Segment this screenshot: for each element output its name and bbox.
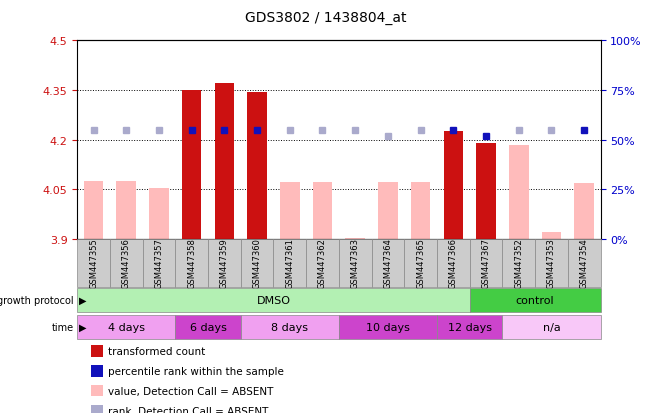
Bar [476,145,496,240]
Bar [215,182,234,240]
Bar [503,240,535,287]
Bar [346,239,365,240]
Text: growth protocol: growth protocol [0,295,74,306]
Bar [339,315,437,339]
Bar [280,183,299,240]
Bar [241,315,339,339]
Text: GSM447366: GSM447366 [449,238,458,289]
Bar [378,183,398,240]
Text: GSM447362: GSM447362 [318,238,327,289]
Text: GSM447357: GSM447357 [154,238,164,289]
Bar [84,182,103,240]
Text: GSM447356: GSM447356 [121,238,131,289]
Bar [444,132,463,240]
Bar [404,240,437,287]
Bar [182,91,201,240]
Bar [149,188,169,240]
Text: GSM447355: GSM447355 [89,238,98,289]
Bar [313,183,332,240]
Text: rank, Detection Call = ABSENT: rank, Detection Call = ABSENT [108,406,268,413]
Bar [470,288,601,313]
Text: GSM447354: GSM447354 [580,238,588,289]
Text: transformed count: transformed count [108,346,205,356]
Bar [503,315,601,339]
Text: GSM447360: GSM447360 [252,238,262,289]
Bar [175,240,208,287]
Bar [241,240,274,287]
Text: DMSO: DMSO [256,295,291,306]
Bar [182,182,201,240]
Bar [248,182,267,240]
Text: GSM447358: GSM447358 [187,238,196,289]
Bar [476,144,496,240]
Bar [444,183,463,240]
Text: ▶: ▶ [79,295,86,306]
Text: GSM447359: GSM447359 [220,238,229,289]
Bar [248,93,267,240]
Text: GSM447363: GSM447363 [351,238,360,289]
Bar [215,84,234,240]
Text: GSM447352: GSM447352 [514,238,523,289]
Text: n/a: n/a [543,322,560,332]
Bar [437,315,503,339]
Text: 10 days: 10 days [366,322,410,332]
Bar [437,240,470,287]
Text: time: time [52,322,74,332]
Text: 4 days: 4 days [108,322,145,332]
Bar [208,240,241,287]
Bar [470,240,503,287]
Text: GDS3802 / 1438804_at: GDS3802 / 1438804_at [245,11,406,25]
Text: percentile rank within the sample: percentile rank within the sample [108,366,284,376]
Text: ▶: ▶ [79,322,86,332]
Text: GSM447365: GSM447365 [416,238,425,289]
Bar [77,288,470,313]
Bar [372,240,404,287]
Text: 8 days: 8 days [271,322,308,332]
Bar [274,240,306,287]
Bar [306,240,339,287]
Bar [568,240,601,287]
Bar [77,240,110,287]
Text: GSM447353: GSM447353 [547,238,556,289]
Bar [142,240,175,287]
Bar [77,315,175,339]
Text: value, Detection Call = ABSENT: value, Detection Call = ABSENT [108,386,273,396]
Text: GSM447367: GSM447367 [482,238,491,289]
Text: 12 days: 12 days [448,322,492,332]
Bar [574,184,594,240]
Bar [411,183,430,240]
Bar [541,233,561,240]
Bar [175,315,241,339]
Bar [117,182,136,240]
Text: control: control [516,295,554,306]
Bar [535,240,568,287]
Text: 6 days: 6 days [190,322,226,332]
Bar [339,240,372,287]
Text: GSM447364: GSM447364 [383,238,393,289]
Bar [509,145,529,240]
Bar [110,240,142,287]
Text: GSM447361: GSM447361 [285,238,295,289]
